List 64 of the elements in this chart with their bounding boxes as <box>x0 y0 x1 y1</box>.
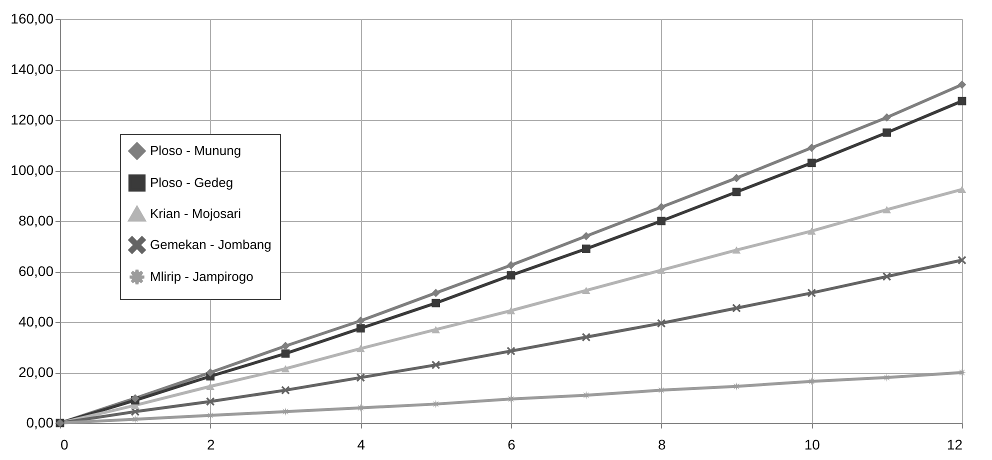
point <box>958 80 966 89</box>
x-tick-label: 8 <box>658 436 666 452</box>
point <box>281 386 290 394</box>
y-tick-label: 60,00 <box>18 263 54 279</box>
y-tick-label: 100,00 <box>10 162 54 178</box>
point <box>206 368 215 377</box>
point <box>281 342 290 350</box>
y-tick-label: 160,00 <box>10 10 54 26</box>
point <box>506 261 516 270</box>
legend-label: Mlirip - Jampirogo <box>150 269 254 284</box>
x-tick-label: 12 <box>946 436 963 452</box>
legend-label: Gemekan - Jombang <box>150 237 272 252</box>
y-tick-label: 140,00 <box>10 61 54 77</box>
x-tick-label: 10 <box>804 436 820 452</box>
point <box>356 344 365 352</box>
point <box>732 304 741 312</box>
y-tick-label: 20,00 <box>18 364 54 380</box>
point <box>432 360 440 370</box>
point <box>281 349 290 358</box>
legend-label: Ploso - Munung <box>150 143 242 158</box>
point <box>958 96 966 106</box>
point <box>807 144 816 152</box>
point <box>807 227 816 235</box>
point <box>882 113 892 122</box>
point <box>281 365 290 372</box>
point <box>506 271 516 280</box>
point <box>206 397 215 406</box>
point <box>657 266 666 274</box>
y-tick-label: 40,00 <box>18 314 54 330</box>
point <box>582 286 590 294</box>
point <box>432 326 440 334</box>
point <box>807 158 816 168</box>
point <box>657 319 666 328</box>
point <box>356 324 365 332</box>
point <box>657 202 666 212</box>
point <box>882 206 892 214</box>
x-tick-label: 6 <box>508 436 516 452</box>
point <box>958 256 966 264</box>
point <box>882 272 892 281</box>
point <box>506 307 516 314</box>
x-tick-label: 2 <box>206 436 215 452</box>
x-tick-label: 0 <box>60 436 68 452</box>
point <box>356 316 365 325</box>
point <box>732 174 741 182</box>
point <box>882 128 892 137</box>
point <box>582 332 590 342</box>
legend-label: Ploso - Gedeg <box>150 175 234 190</box>
y-tick-label: 80,00 <box>18 212 54 228</box>
point <box>582 244 590 253</box>
point <box>657 216 666 226</box>
point <box>732 188 741 196</box>
point <box>432 288 440 298</box>
y-tick-label: 0,00 <box>26 414 54 430</box>
point <box>582 232 590 240</box>
x-tick-label: 4 <box>357 436 366 452</box>
point <box>432 298 440 308</box>
point <box>807 288 816 298</box>
legend-label: Krian - Mojosari <box>150 206 242 221</box>
point <box>958 186 966 194</box>
point <box>732 246 741 254</box>
point <box>506 346 516 356</box>
y-tick-label: 120,00 <box>10 112 54 128</box>
point <box>356 373 365 382</box>
point <box>206 382 215 390</box>
